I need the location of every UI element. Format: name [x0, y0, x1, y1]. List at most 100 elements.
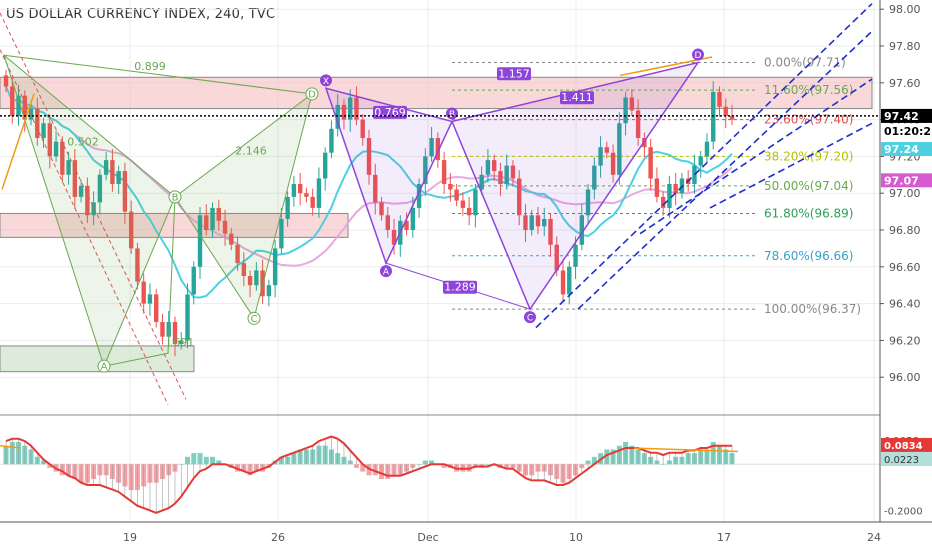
candle-body — [667, 184, 672, 208]
candle — [379, 196, 384, 221]
candle-body — [241, 263, 247, 276]
candle-body — [404, 220, 409, 230]
candle — [485, 149, 491, 183]
candle — [216, 199, 221, 231]
countdown-tag — [881, 123, 932, 138]
candle — [598, 136, 603, 178]
candle-body — [629, 97, 635, 111]
candle — [610, 144, 616, 183]
candle — [141, 273, 146, 314]
candle — [322, 147, 328, 191]
purple-ratio-label: 0.769 — [374, 106, 406, 119]
green-ratio-label: 2.146 — [235, 145, 267, 158]
candle-body — [141, 281, 146, 304]
purple-harmonic-pattern: 1.157 0.769 1.411 1.289 X B A C D — [320, 48, 713, 324]
candle-body — [85, 185, 90, 216]
candle-body — [723, 106, 728, 116]
candle-body — [279, 218, 284, 249]
macd-tick-label: -0.2000 — [884, 506, 923, 517]
candle-body — [197, 215, 203, 267]
green-point-label: B — [172, 192, 179, 203]
time-tick-label: 24 — [867, 531, 881, 544]
candle-body — [373, 174, 378, 203]
macd-histogram-bar — [185, 456, 190, 465]
candle — [504, 154, 509, 190]
candle — [635, 99, 641, 146]
candle-body — [135, 248, 140, 282]
purple-point-marker — [524, 311, 536, 324]
candle-body — [304, 193, 309, 197]
candle-body — [247, 276, 253, 286]
candle-body — [567, 266, 572, 295]
candle — [354, 86, 359, 126]
pink-ma-label: 97.07 — [884, 174, 919, 187]
candle — [629, 89, 635, 116]
candle — [579, 204, 584, 251]
candle — [441, 151, 447, 194]
price-tick-label: 97.00 — [889, 187, 921, 200]
candle-body — [360, 119, 365, 138]
candle — [366, 129, 372, 185]
macd-histogram-bar — [429, 460, 435, 465]
channel-line — [709, 122, 873, 209]
candle — [78, 180, 84, 203]
green-point-label: D — [308, 89, 316, 100]
candle-body — [191, 266, 196, 295]
purple-ratio-badge — [497, 67, 531, 81]
candle-body — [491, 160, 497, 172]
candle-body — [116, 171, 121, 184]
candle — [348, 89, 353, 132]
candle-body — [16, 95, 21, 116]
candle-body — [441, 160, 447, 184]
candle-body — [335, 104, 340, 129]
candle — [585, 184, 591, 224]
candle-body — [385, 215, 390, 230]
candle — [410, 196, 416, 238]
price-tick-label: 96.20 — [889, 334, 921, 347]
candle-body — [598, 147, 603, 166]
candle-body — [103, 160, 109, 175]
candle-body — [391, 230, 397, 245]
candle-body — [110, 160, 115, 184]
candle — [542, 207, 547, 237]
purple-point-marker — [320, 74, 332, 87]
macd-hist-tag — [881, 452, 932, 467]
green-ratio-label: 0.899 — [134, 60, 166, 73]
candle-body — [604, 147, 610, 153]
candle — [135, 242, 140, 290]
fib-label: 50.00%(97.04) — [764, 179, 853, 193]
candle-body — [473, 189, 478, 216]
candle — [247, 270, 253, 298]
purple-point-label: X — [323, 77, 329, 87]
candle-body — [185, 294, 190, 341]
candle-body — [72, 160, 78, 197]
candle — [229, 228, 234, 251]
macd-histogram-bar — [660, 464, 666, 465]
green-point-label: A — [101, 362, 108, 373]
purple-point-marker — [380, 265, 392, 278]
candle — [241, 252, 247, 286]
candle-body — [435, 138, 441, 161]
orange-trendline — [1, 93, 35, 190]
candle-body — [341, 104, 347, 120]
candle — [91, 191, 96, 226]
candle — [147, 283, 153, 316]
candle-body — [423, 156, 428, 184]
time-tick-label: 19 — [123, 531, 137, 544]
candle-body — [517, 178, 522, 216]
candle — [654, 167, 660, 203]
candle — [35, 97, 40, 146]
candle — [517, 170, 522, 226]
candle-body — [698, 156, 703, 166]
green-harmonic-pattern: B C A D 0.899 0.502 2.146 .691 — [2, 53, 319, 373]
macd-signal-line — [5, 435, 732, 514]
candle-body — [617, 123, 622, 175]
candle-body — [498, 171, 503, 184]
candle — [41, 117, 46, 148]
candle-body — [35, 108, 40, 138]
pattern-leg — [325, 62, 699, 122]
macd-histogram-bar — [441, 464, 447, 468]
candle-body — [216, 207, 221, 221]
candle — [416, 178, 422, 218]
